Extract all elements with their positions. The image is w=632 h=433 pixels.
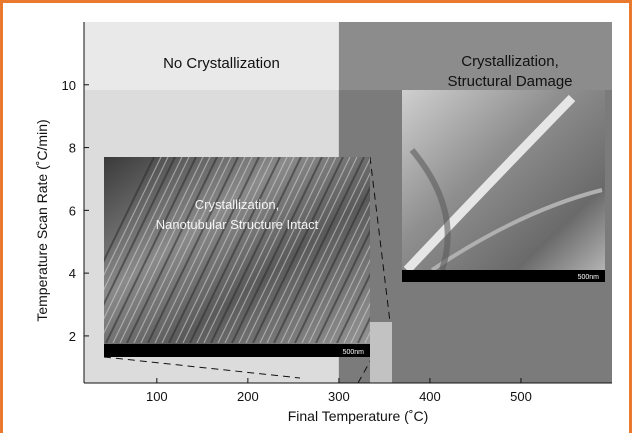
connector-line-c [369, 156, 391, 323]
x-tick-label: 300 [328, 389, 350, 404]
damaged-fiber-texture [403, 94, 603, 270]
inset-label-line2: Nanotubular Structure Intact [156, 217, 319, 232]
x-ticks: 100 200 300 400 500 [146, 378, 532, 404]
x-axis-label: Final Temperature (˚C) [288, 408, 429, 424]
y-ticks: 2 4 6 8 10 [62, 78, 89, 344]
axes: 100 200 300 400 500 2 4 6 8 10 [62, 22, 612, 404]
y-tick-label: 8 [69, 141, 76, 156]
x-tick-label: 400 [419, 389, 441, 404]
scale-bar-intact [104, 344, 370, 357]
y-tick-label: 6 [69, 203, 76, 218]
region-label-no-crystallization: No Crystallization [163, 55, 280, 72]
connector-line-a [103, 356, 301, 379]
scale-label-damaged: 500nm [578, 274, 600, 281]
nanotube-texture [64, 157, 469, 343]
x-tick-label: 500 [510, 389, 532, 404]
y-tick-label: 10 [62, 78, 76, 93]
x-tick-label: 100 [146, 389, 168, 404]
region-label-damage-line1: Crystallization, [461, 53, 559, 70]
sample-marker [370, 322, 392, 383]
x-tick-label: 200 [237, 389, 259, 404]
region-label-damage-line2: Structural Damage [447, 73, 572, 90]
y-axis-label: Temperature Scan Rate (˚C/min) [34, 119, 50, 321]
y-tick-label: 4 [69, 266, 76, 281]
scale-label-intact: 500nm [343, 349, 365, 356]
y-tick-label: 2 [69, 329, 76, 344]
sem-inset-damaged: 500nm [402, 90, 605, 282]
inset-label-line1: Crystallization, [195, 197, 280, 212]
scale-bar-damaged [402, 270, 605, 282]
sem-inset-intact: 500nm Crystallization, Nanotubular Struc… [64, 157, 469, 357]
